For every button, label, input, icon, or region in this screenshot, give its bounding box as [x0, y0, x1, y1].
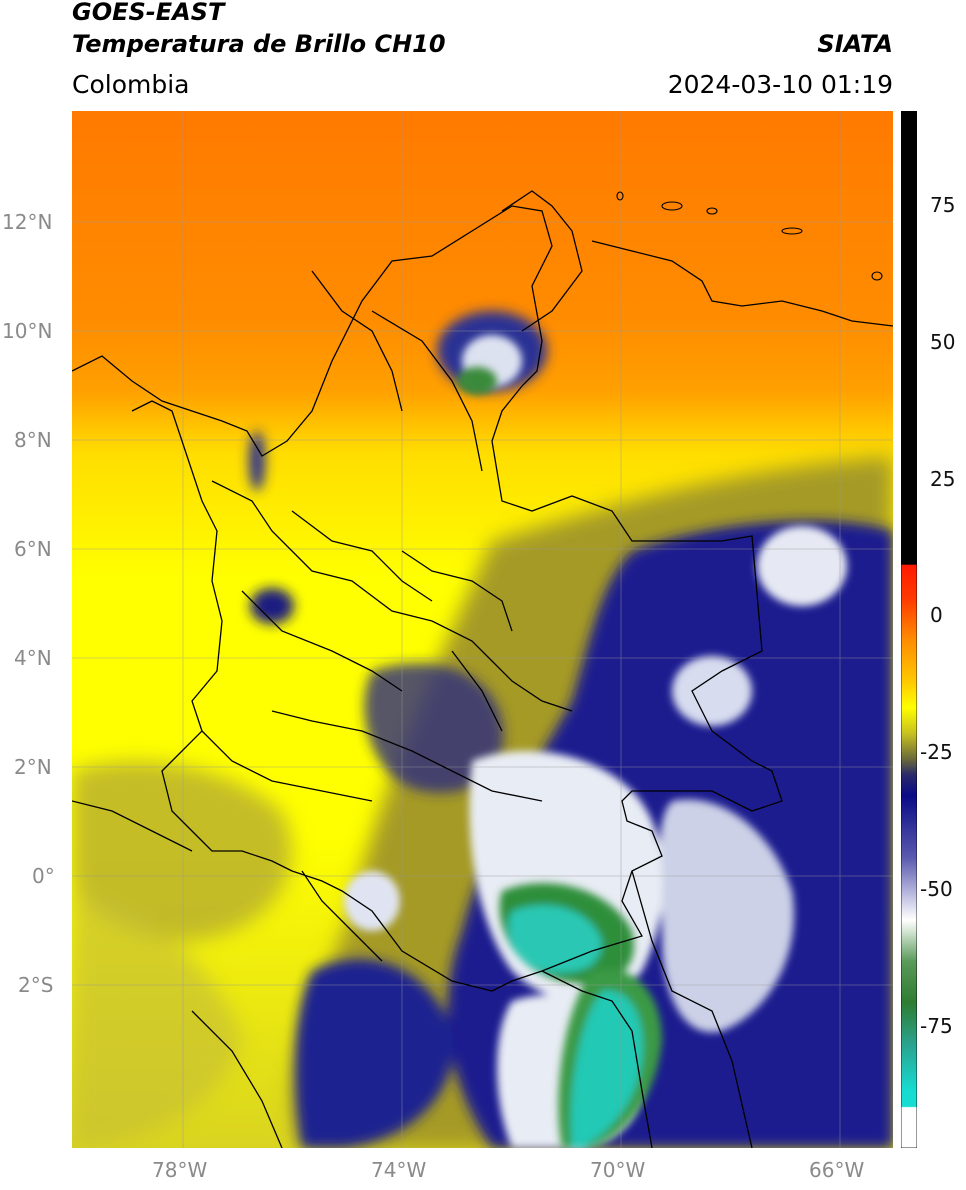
- lat-tick-12n: 12°N: [2, 210, 53, 234]
- lon-tick-78w: 78°W: [152, 1158, 208, 1182]
- lat-tick-2s: 2°S: [18, 973, 54, 997]
- colorbar-tick-25: 25: [930, 467, 956, 491]
- lat-tick-0: 0°: [32, 864, 55, 888]
- caribbean-islands: [616, 191, 883, 281]
- temperature-colorbar: [901, 111, 917, 1148]
- lat-tick-6n: 6°N: [14, 537, 52, 561]
- title-line2: Temperatura de Brillo CH10: [72, 30, 446, 58]
- lat-tick-8n: 8°N: [14, 428, 52, 452]
- coldest-cloud-layer: [457, 367, 662, 1148]
- colorbar-tick-minus25: -25: [920, 740, 953, 764]
- source-label: SIATA: [817, 30, 893, 58]
- lat-tick-4n: 4°N: [14, 646, 52, 670]
- brightness-temperature-map: [72, 111, 893, 1148]
- lon-tick-66w: 66°W: [809, 1158, 865, 1182]
- colorbar-tick-minus50: -50: [920, 877, 953, 901]
- colorbar-tick-minus75: -75: [920, 1014, 953, 1038]
- timestamp-label: 2024-03-10 01:19: [667, 70, 893, 99]
- lat-tick-10n: 10°N: [2, 319, 53, 343]
- colorbar-tick-75: 75: [930, 193, 956, 217]
- graticule: [72, 111, 893, 1148]
- lat-tick-2n: 2°N: [14, 755, 52, 779]
- lon-tick-74w: 74°W: [371, 1158, 427, 1182]
- borders-and-coastlines: [72, 190, 893, 1148]
- region-label: Colombia: [72, 70, 190, 99]
- colorbar-tick-0: 0: [930, 603, 943, 627]
- colorbar-tick-50: 50: [930, 330, 956, 354]
- lon-tick-70w: 70°W: [590, 1158, 646, 1182]
- title-line1: GOES-EAST: [72, 0, 225, 26]
